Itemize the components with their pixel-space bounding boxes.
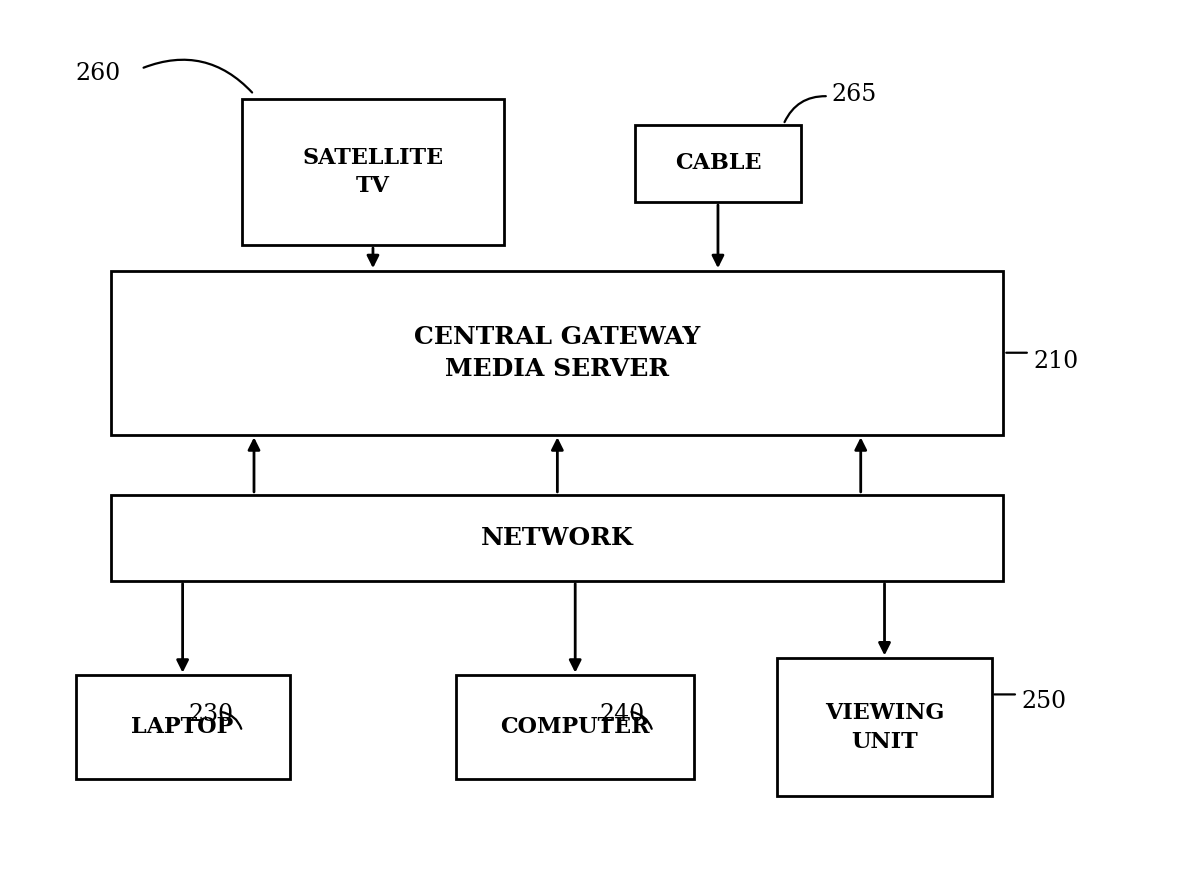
Text: COMPUTER: COMPUTER <box>501 716 651 738</box>
Text: SATELLITE
TV: SATELLITE TV <box>302 147 443 197</box>
Text: LAPTOP: LAPTOP <box>132 716 234 738</box>
Bar <box>635 124 801 202</box>
Bar <box>111 494 1004 580</box>
Text: VIEWING
UNIT: VIEWING UNIT <box>825 702 944 753</box>
Text: 265: 265 <box>831 83 876 106</box>
Text: 240: 240 <box>599 703 645 726</box>
Bar <box>111 271 1004 434</box>
Text: 210: 210 <box>1033 350 1078 373</box>
Bar <box>456 675 694 779</box>
Text: 260: 260 <box>75 62 121 84</box>
Text: CENTRAL GATEWAY
MEDIA SERVER: CENTRAL GATEWAY MEDIA SERVER <box>415 325 701 381</box>
Bar <box>242 99 504 245</box>
Bar <box>75 675 290 779</box>
Bar <box>778 659 992 796</box>
Text: CABLE: CABLE <box>674 152 761 175</box>
Text: NETWORK: NETWORK <box>480 526 634 550</box>
Text: 250: 250 <box>1022 690 1066 713</box>
Text: 230: 230 <box>188 703 234 726</box>
